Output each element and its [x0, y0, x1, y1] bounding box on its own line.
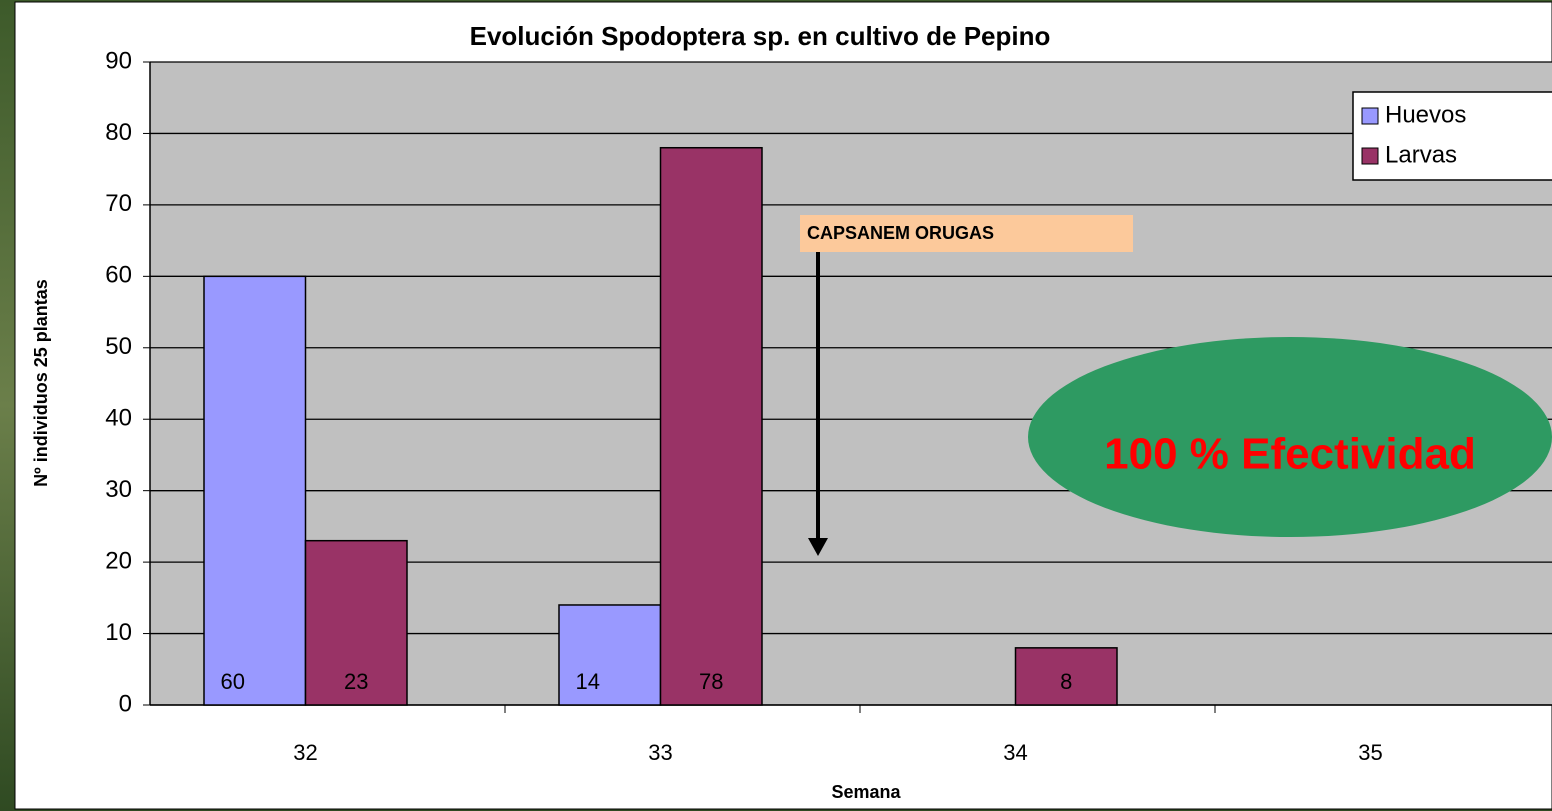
y-tick-label: 10 — [105, 619, 132, 646]
chart-title: Evolución Spodoptera sp. en cultivo de P… — [470, 21, 1051, 51]
y-tick-label: 60 — [105, 262, 132, 289]
data-label: 23 — [344, 669, 368, 694]
y-tick-label: 90 — [105, 47, 132, 74]
y-tick-label: 50 — [105, 333, 132, 360]
bar — [661, 148, 763, 705]
y-tick-label: 40 — [105, 405, 132, 432]
x-tick-label: 35 — [1358, 740, 1382, 765]
y-axis-label: Nº individuos 25 plantas — [31, 279, 51, 487]
annotation: 100 % Efectividad — [1104, 430, 1476, 479]
y-tick-label: 20 — [105, 547, 132, 574]
data-label: 14 — [576, 669, 600, 694]
annotation: CAPSANEM ORUGAS — [807, 223, 994, 243]
legend-label: Huevos — [1385, 101, 1466, 128]
x-axis-label: Semana — [831, 782, 901, 802]
data-label: 8 — [1060, 669, 1072, 694]
legend-swatch — [1362, 108, 1378, 124]
chart: Evolución Spodoptera sp. en cultivo de P… — [0, 0, 1552, 811]
bar — [204, 276, 306, 705]
y-tick-label: 70 — [105, 190, 132, 217]
legend-swatch — [1362, 148, 1378, 164]
x-tick-label: 33 — [648, 740, 672, 765]
x-tick-label: 34 — [1003, 740, 1027, 765]
y-tick-label: 30 — [105, 476, 132, 503]
y-tick-label: 0 — [119, 690, 132, 717]
legend-label: Larvas — [1385, 141, 1457, 168]
data-label: 60 — [221, 669, 245, 694]
data-label: 78 — [699, 669, 723, 694]
bar — [559, 605, 661, 705]
x-tick-label: 32 — [293, 740, 317, 765]
y-tick-label: 80 — [105, 119, 132, 146]
